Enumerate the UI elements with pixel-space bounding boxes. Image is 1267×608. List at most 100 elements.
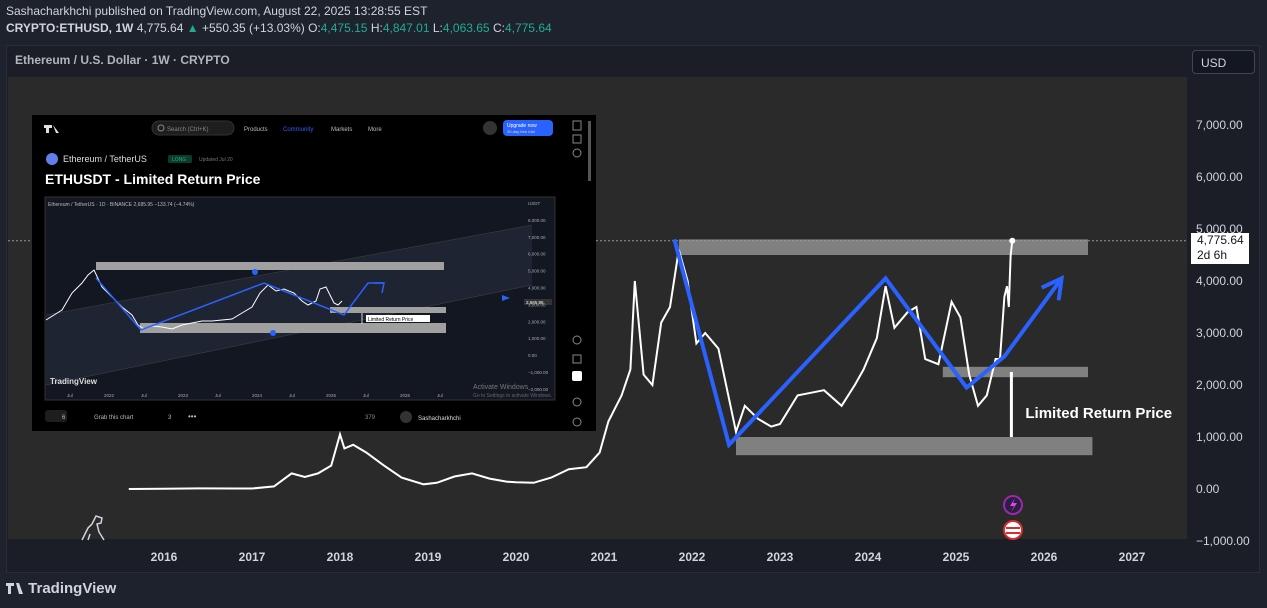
inset-tv-logo-icon — [44, 125, 59, 133]
price-zone-1[interactable] — [678, 239, 1088, 255]
inset-search-box[interactable] — [151, 120, 235, 136]
x-axis-tick: 2024 — [855, 550, 882, 564]
inset-nav-markets[interactable]: Markets — [331, 127, 352, 133]
inset-x-tick: 2023 — [178, 393, 189, 398]
inset-svg: Search (Ctrl+K) Products Community Marke… — [32, 115, 596, 431]
symbol: CRYPTO:ETHUSD, 1W — [6, 21, 134, 35]
y-axis-tick: 4,000.00 — [1196, 274, 1243, 288]
x-axis-tick: 2020 — [503, 550, 530, 564]
y-axis-tick: 2,000.00 — [1196, 378, 1243, 392]
inset-x-tick: Jul — [289, 393, 295, 398]
inset-avatar[interactable] — [483, 121, 497, 135]
us-flag-event-icon[interactable] — [1003, 520, 1023, 540]
x-axis-tick: 2018 — [327, 550, 354, 564]
inset-x-tick: Jul — [141, 393, 147, 398]
x-axis-tick: 2026 — [1031, 550, 1058, 564]
inset-notif-icon[interactable] — [572, 397, 582, 407]
x-axis-tick: 2016 — [151, 550, 178, 564]
inset-upgrade-button[interactable] — [503, 120, 553, 136]
inset-long-label: LONG — [172, 157, 186, 163]
inset-legend: Ethereum / TetherUS · 1D · BINANCE 2,685… — [48, 202, 195, 208]
bolt-glyph-icon — [1010, 498, 1017, 512]
last-price: 4,775.64 — [136, 21, 184, 35]
y-axis-tick: 7,000.00 — [1196, 118, 1243, 132]
inset-more-icon[interactable]: ••• — [188, 412, 197, 421]
y-axis-tick: 0.00 — [1196, 482, 1220, 496]
inset-mid-zone — [330, 307, 446, 313]
x-axis-tick: 2023 — [767, 550, 794, 564]
inset-play-icon[interactable] — [502, 295, 510, 301]
last-price-dot — [1009, 237, 1016, 244]
annotation-limited-return[interactable]: Limited Return Price — [1025, 405, 1172, 422]
price-zone-2[interactable] — [942, 366, 1088, 378]
inset-x-tick: 2025 — [326, 393, 337, 398]
inset-y-tick: −1,000.00 — [528, 370, 549, 375]
close-value: 4,775.64 — [504, 21, 552, 35]
inset-y-tick: −2,000.00 — [528, 387, 549, 392]
inset-nav-more[interactable]: More — [368, 127, 382, 133]
inset-y-tick: 2,000.00 — [528, 319, 546, 324]
pattern-arrowhead — [1040, 275, 1065, 301]
chart-title: Ethereum / U.S. Dollar · 1W · CRYPTO — [15, 53, 230, 67]
price-change: +550.35 (+13.03%) — [201, 21, 305, 35]
inset-pair: Ethereum / TetherUS — [63, 154, 147, 164]
inset-updated: Updated Jul 20 — [199, 157, 233, 163]
x-axis-tick: 2019 — [415, 550, 442, 564]
tradingview-logo-icon — [6, 581, 24, 594]
inset-search-text: Search (Ctrl+K) — [167, 127, 209, 133]
inset-eth-icon — [46, 153, 58, 165]
inset-boosts: 6 — [62, 415, 66, 421]
inset-x-tick: 2022 — [104, 393, 115, 398]
open-label: O: — [308, 21, 321, 35]
inset-nav-products[interactable]: Products — [244, 127, 268, 133]
dino-icon — [81, 515, 105, 541]
inset-help-icon[interactable] — [572, 417, 582, 427]
inset-y-tick: USDT — [528, 201, 541, 206]
inset-screenshot: Search (Ctrl+K) Products Community Marke… — [32, 115, 596, 431]
inset-x-tick: Jul — [363, 393, 369, 398]
inset-chat-icon[interactable] — [572, 148, 582, 158]
pattern-line[interactable] — [672, 238, 1064, 449]
inset-y-tick: 0.00 — [528, 353, 537, 358]
inset-views: 379 — [365, 415, 376, 421]
inset-idea-title: ETHUSDT - Limited Return Price — [45, 171, 261, 187]
inset-y-tick: 7,000.00 — [528, 235, 546, 240]
price-label-box: 4,775.64 2d 6h — [1191, 233, 1249, 264]
bar-countdown: 2d 6h — [1197, 248, 1228, 262]
inset-tool-icon[interactable] — [572, 335, 582, 345]
y-axis-tick: 3,000.00 — [1196, 326, 1243, 340]
inset-grid-icon[interactable] — [572, 371, 582, 381]
inset-price-tag — [524, 299, 552, 305]
inset-nav-community[interactable]: Community — [283, 127, 313, 133]
y-axis-tick: 1,000.00 — [1196, 430, 1243, 444]
inset-watchlist-icon[interactable] — [572, 120, 582, 131]
inset-search-icon — [157, 124, 165, 132]
x-axis-tick: 2022 — [679, 550, 706, 564]
close-label: C: — [492, 21, 505, 35]
inset-calendar-icon[interactable] — [572, 354, 582, 364]
inset-scrollbar[interactable] — [588, 121, 591, 181]
inset-author-avatar[interactable] — [400, 411, 412, 423]
inset-tv-watermark: TradingView — [50, 377, 98, 386]
x-axis-tick: 2027 — [1119, 550, 1146, 564]
price-label-value: 4,775.64 — [1197, 233, 1244, 247]
inset-comments[interactable]: 3 — [168, 415, 172, 421]
inset-author[interactable]: Sashacharkhchi — [418, 416, 461, 422]
price-zone-3[interactable] — [736, 437, 1093, 456]
inset-y-tick: 4,000.00 — [528, 286, 546, 291]
inset-x-tick: Jul — [215, 393, 221, 398]
inset-grab-chart[interactable]: Grab this chart — [94, 415, 134, 421]
x-axis-tick: 2017 — [239, 550, 266, 564]
inset-alerts-icon[interactable] — [572, 134, 582, 144]
inset-price-tag-label: 2,685.95 — [526, 300, 544, 305]
inset-y-tick: 1,000.00 — [528, 336, 546, 341]
inset-boost-button[interactable] — [45, 410, 67, 422]
currency-button[interactable]: USD — [1192, 50, 1255, 74]
low-label: L: — [432, 21, 443, 35]
inset-x-tick: Jul — [67, 393, 73, 398]
flag-stripe-icon — [1006, 527, 1020, 529]
inset-annotation: Limited Return Price — [368, 317, 414, 323]
high-label: H: — [370, 21, 383, 35]
inset-x-tick: Jul — [437, 393, 443, 398]
